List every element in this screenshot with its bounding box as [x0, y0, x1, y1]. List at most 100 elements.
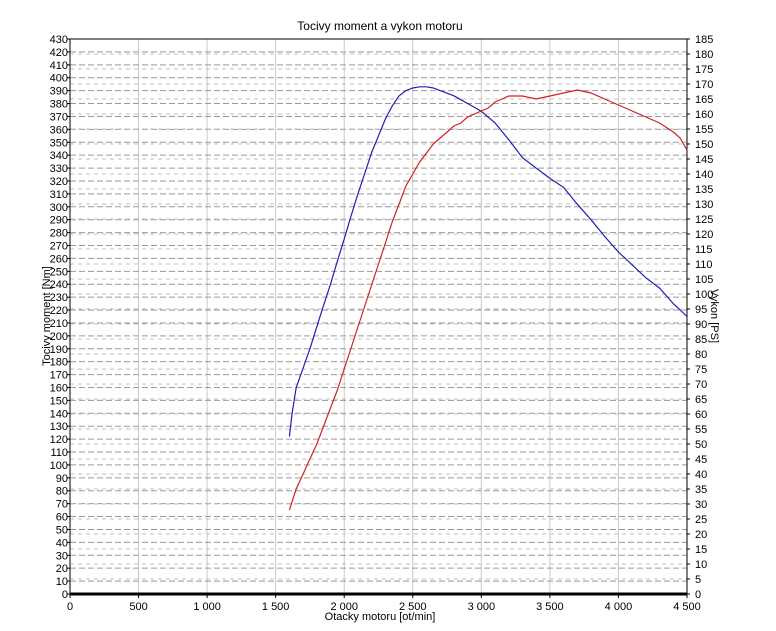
y-right-tick-label: 60 [695, 409, 707, 421]
y-right-tick-label: 175 [695, 64, 713, 76]
y-right-tick-label: 125 [695, 214, 713, 226]
y-left-tick-label: 60 [56, 512, 68, 524]
y-left-tick-label: 140 [50, 408, 68, 420]
y-right-tick-label: 90 [695, 319, 707, 331]
y-left-tick-label: 150 [50, 395, 68, 407]
y-left-tick-label: 250 [50, 266, 68, 278]
y-left-tick-label: 190 [50, 344, 68, 356]
y-right-tick-label: 25 [695, 514, 707, 526]
y-right-tick-label: 55 [695, 424, 707, 436]
y-left-tick-label: 280 [50, 228, 68, 240]
y-right-tick-label: 110 [695, 259, 713, 271]
y-left-tick-label: 110 [50, 447, 68, 459]
x-tick-label: 500 [129, 601, 147, 613]
x-tick-label: 3 500 [536, 601, 564, 613]
y-right-tick-label: 130 [695, 199, 713, 211]
y-right-tick-label: 15 [695, 544, 707, 556]
y-left-tick-label: 40 [56, 537, 68, 549]
y-left-tick-label: 260 [50, 253, 68, 265]
y-right-tick-label: 70 [695, 379, 707, 391]
y-left-tick-label: 410 [50, 60, 68, 72]
y-right-tick-label: 35 [695, 484, 707, 496]
y-left-tick-label: 300 [50, 202, 68, 214]
y-right-tick-label: 145 [695, 154, 713, 166]
y-right-tick-label: 165 [695, 94, 713, 106]
y-left-tick-label: 370 [50, 111, 68, 123]
y-left-tick-label: 350 [50, 137, 68, 149]
series-line-power [288, 89, 688, 511]
y-left-tick-label: 380 [50, 99, 68, 111]
y-right-tick-label: 95 [695, 304, 707, 316]
y-axis-right-label: Vykon [PS] [708, 289, 720, 343]
y-left-tick-label: 230 [50, 292, 68, 304]
y-left-tick-label: 210 [50, 318, 68, 330]
series-line-torque [288, 86, 688, 437]
y-left-tick-label: 180 [50, 357, 68, 369]
y-right-tick-label: 170 [695, 79, 713, 91]
y-right-tick-label: 180 [695, 49, 713, 61]
y-right-tick-label: 150 [695, 139, 713, 151]
y-left-tick-label: 80 [56, 486, 68, 498]
y-axis-left-label: Tocivy moment [Nm] [41, 266, 53, 366]
x-tick-label: 2 000 [330, 601, 358, 613]
y-axis-right-ticks: 0 5 10 15 20 25 30 35 40 45 50 55 60 65 70 75 80 85 90 95 10… [687, 34, 713, 601]
y-left-tick-label: 270 [50, 241, 68, 253]
series-group [288, 86, 688, 511]
chart-title: Tocivy moment a vykon motoru [297, 19, 462, 33]
y-left-tick-label: 390 [50, 86, 68, 98]
y-right-tick-label: 105 [695, 274, 713, 286]
y-right-tick-label: 30 [695, 499, 707, 511]
y-left-tick-label: 10 [56, 576, 68, 588]
y-left-tick-label: 130 [50, 421, 68, 433]
y-left-tick-label: 320 [50, 176, 68, 188]
y-left-tick-label: 200 [50, 331, 68, 343]
y-left-tick-label: 100 [50, 460, 68, 472]
y-left-tick-label: 170 [50, 370, 68, 382]
x-tick-label: 4 000 [605, 601, 633, 613]
y-left-tick-label: 20 [56, 563, 68, 575]
y-right-tick-label: 155 [695, 124, 713, 136]
y-right-tick-label: 115 [695, 244, 713, 256]
y-left-tick-label: 330 [50, 163, 68, 175]
y-left-tick-label: 420 [50, 47, 68, 59]
y-left-tick-label: 50 [56, 524, 68, 536]
y-left-tick-label: 360 [50, 124, 68, 136]
x-tick-label: 0 [67, 601, 73, 613]
y-left-tick-label: 70 [56, 499, 68, 511]
x-tick-label: 1 000 [193, 601, 221, 613]
x-tick-label: 3 000 [468, 601, 496, 613]
plot-frame [69, 38, 688, 595]
y-right-tick-label: 185 [695, 34, 713, 46]
y-right-tick-label: 20 [695, 529, 707, 541]
y-left-tick-label: 240 [50, 279, 68, 291]
y-left-tick-label: 290 [50, 215, 68, 227]
y-right-tick-label: 120 [695, 229, 713, 241]
y-right-tick-label: 45 [695, 454, 707, 466]
y-left-tick-label: 30 [56, 550, 68, 562]
y-left-tick-label: 340 [50, 150, 68, 162]
y-left-tick-label: 0 [62, 589, 68, 601]
y-right-tick-label: 10 [695, 559, 707, 571]
y-right-tick-label: 65 [695, 394, 707, 406]
y-left-tick-label: 310 [50, 189, 68, 201]
y-right-tick-label: 50 [695, 439, 707, 451]
y-right-tick-label: 85 [695, 334, 707, 346]
y-right-tick-label: 40 [695, 469, 707, 481]
y-left-tick-label: 160 [50, 382, 68, 394]
y-right-tick-label: 5 [695, 574, 701, 586]
x-axis-label: Otacky motoru [ot/min] [325, 611, 436, 623]
x-tick-label: 2 500 [399, 601, 427, 613]
y-right-tick-label: 80 [695, 349, 707, 361]
y-right-tick-label: 140 [695, 169, 713, 181]
grid [70, 38, 687, 594]
y-right-tick-label: 75 [695, 364, 707, 376]
y-right-tick-label: 160 [695, 109, 713, 121]
x-tick-label: 4 500 [673, 601, 701, 613]
y-left-tick-label: 220 [50, 305, 68, 317]
x-tick-label: 1 500 [262, 601, 290, 613]
x-axis-ticks: 0 500 1 000 1 500 2 000 2 500 3 000 3 500 4 000 4… [67, 594, 701, 613]
y-left-tick-label: 120 [50, 434, 68, 446]
y-right-tick-label: 0 [695, 589, 701, 601]
y-axis-left-ticks: 0102030405060708090100110120130140150160… [50, 34, 70, 601]
